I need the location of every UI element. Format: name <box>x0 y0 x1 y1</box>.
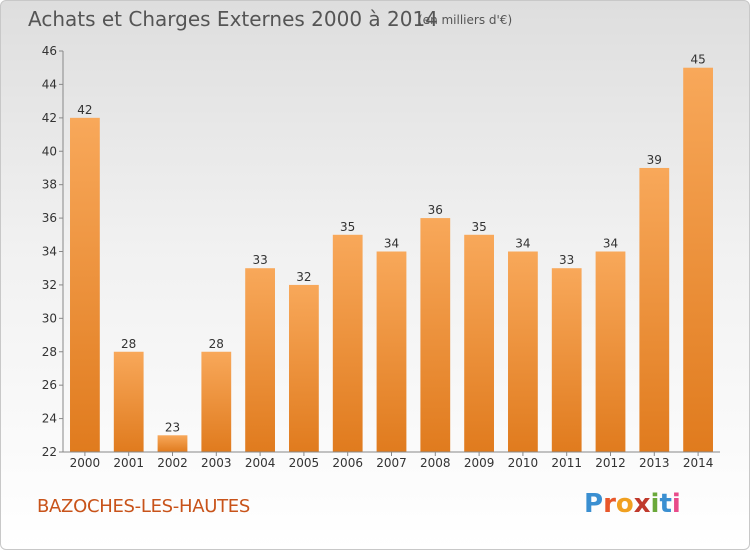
proxiti-logo-letter: P <box>584 489 604 519</box>
bar-2008 <box>420 218 451 452</box>
y-tick-label-42: 42 <box>42 111 57 125</box>
x-tick-label-2002: 2002 <box>157 456 188 470</box>
proxiti-logo-letter: o <box>615 489 634 519</box>
value-label-2006: 35 <box>340 220 355 234</box>
bar-2013 <box>639 167 670 453</box>
x-tick-label-2011: 2011 <box>551 456 582 470</box>
chart-title: Achats et Charges Externes 2000 à 2014 <box>28 7 438 31</box>
proxiti-logo-letter: i <box>671 489 681 519</box>
bar-2003 <box>201 351 232 452</box>
value-label-2002: 23 <box>165 420 180 434</box>
y-tick-label-26: 26 <box>42 378 57 392</box>
y-tick-label-24: 24 <box>42 412 57 426</box>
x-tick-label-2010: 2010 <box>508 456 539 470</box>
x-tick-label-2014: 2014 <box>683 456 714 470</box>
value-label-2007: 34 <box>384 237 399 251</box>
x-tick-label-2013: 2013 <box>639 456 670 470</box>
bar-2000 <box>70 117 100 452</box>
value-label-2013: 39 <box>647 153 662 167</box>
proxiti-logo-letter: x <box>633 489 651 519</box>
value-label-2001: 28 <box>121 337 136 351</box>
bar-2002 <box>157 435 188 452</box>
value-label-2000: 42 <box>77 103 92 117</box>
proxiti-logo-letter: t <box>659 489 672 519</box>
value-label-2005: 32 <box>296 270 311 284</box>
value-label-2008: 36 <box>428 203 443 217</box>
x-tick-label-2005: 2005 <box>289 456 320 470</box>
x-tick-label-2001: 2001 <box>113 456 144 470</box>
bar-2012 <box>595 251 626 452</box>
proxiti-logo-letter: r <box>603 489 616 519</box>
y-tick-label-34: 34 <box>42 245 57 259</box>
bar-2006 <box>332 234 363 452</box>
bar-2010 <box>508 251 538 452</box>
bar-2001 <box>113 351 144 452</box>
y-tick-label-28: 28 <box>42 345 57 359</box>
value-label-2009: 35 <box>471 220 486 234</box>
bar-2004 <box>245 268 275 452</box>
value-label-2012: 34 <box>603 237 618 251</box>
y-tick-label-40: 40 <box>42 144 57 158</box>
x-tick-label-2009: 2009 <box>464 456 495 470</box>
proxiti-logo-letter: i <box>650 489 660 519</box>
value-label-2011: 33 <box>559 253 574 267</box>
x-tick-label-2012: 2012 <box>595 456 626 470</box>
value-label-2003: 28 <box>209 337 224 351</box>
x-tick-label-2004: 2004 <box>245 456 276 470</box>
x-tick-label-2000: 2000 <box>70 456 101 470</box>
x-tick-label-2008: 2008 <box>420 456 451 470</box>
x-tick-label-2003: 2003 <box>201 456 232 470</box>
y-tick-label-36: 36 <box>42 211 57 225</box>
bar-2009 <box>464 234 494 452</box>
y-tick-label-30: 30 <box>42 311 57 325</box>
chart-subtitle: (en milliers d'€) <box>418 13 513 27</box>
value-label-2014: 45 <box>690 53 705 67</box>
proxiti-logo: Proxiti <box>584 489 681 519</box>
y-tick-label-32: 32 <box>42 278 57 292</box>
y-tick-label-22: 22 <box>42 445 57 459</box>
y-tick-label-44: 44 <box>42 77 57 91</box>
bar-2007 <box>376 251 407 452</box>
y-tick-label-38: 38 <box>42 178 57 192</box>
value-label-2004: 33 <box>252 253 267 267</box>
value-label-2010: 34 <box>515 237 530 251</box>
bar-2011 <box>551 268 582 452</box>
x-tick-label-2006: 2006 <box>332 456 363 470</box>
x-tick-label-2007: 2007 <box>376 456 407 470</box>
commune-name: BAZOCHES-LES-HAUTES <box>37 496 250 517</box>
bar-2005 <box>289 284 319 452</box>
bar-2014 <box>683 67 713 452</box>
y-tick-label-46: 46 <box>42 44 57 58</box>
